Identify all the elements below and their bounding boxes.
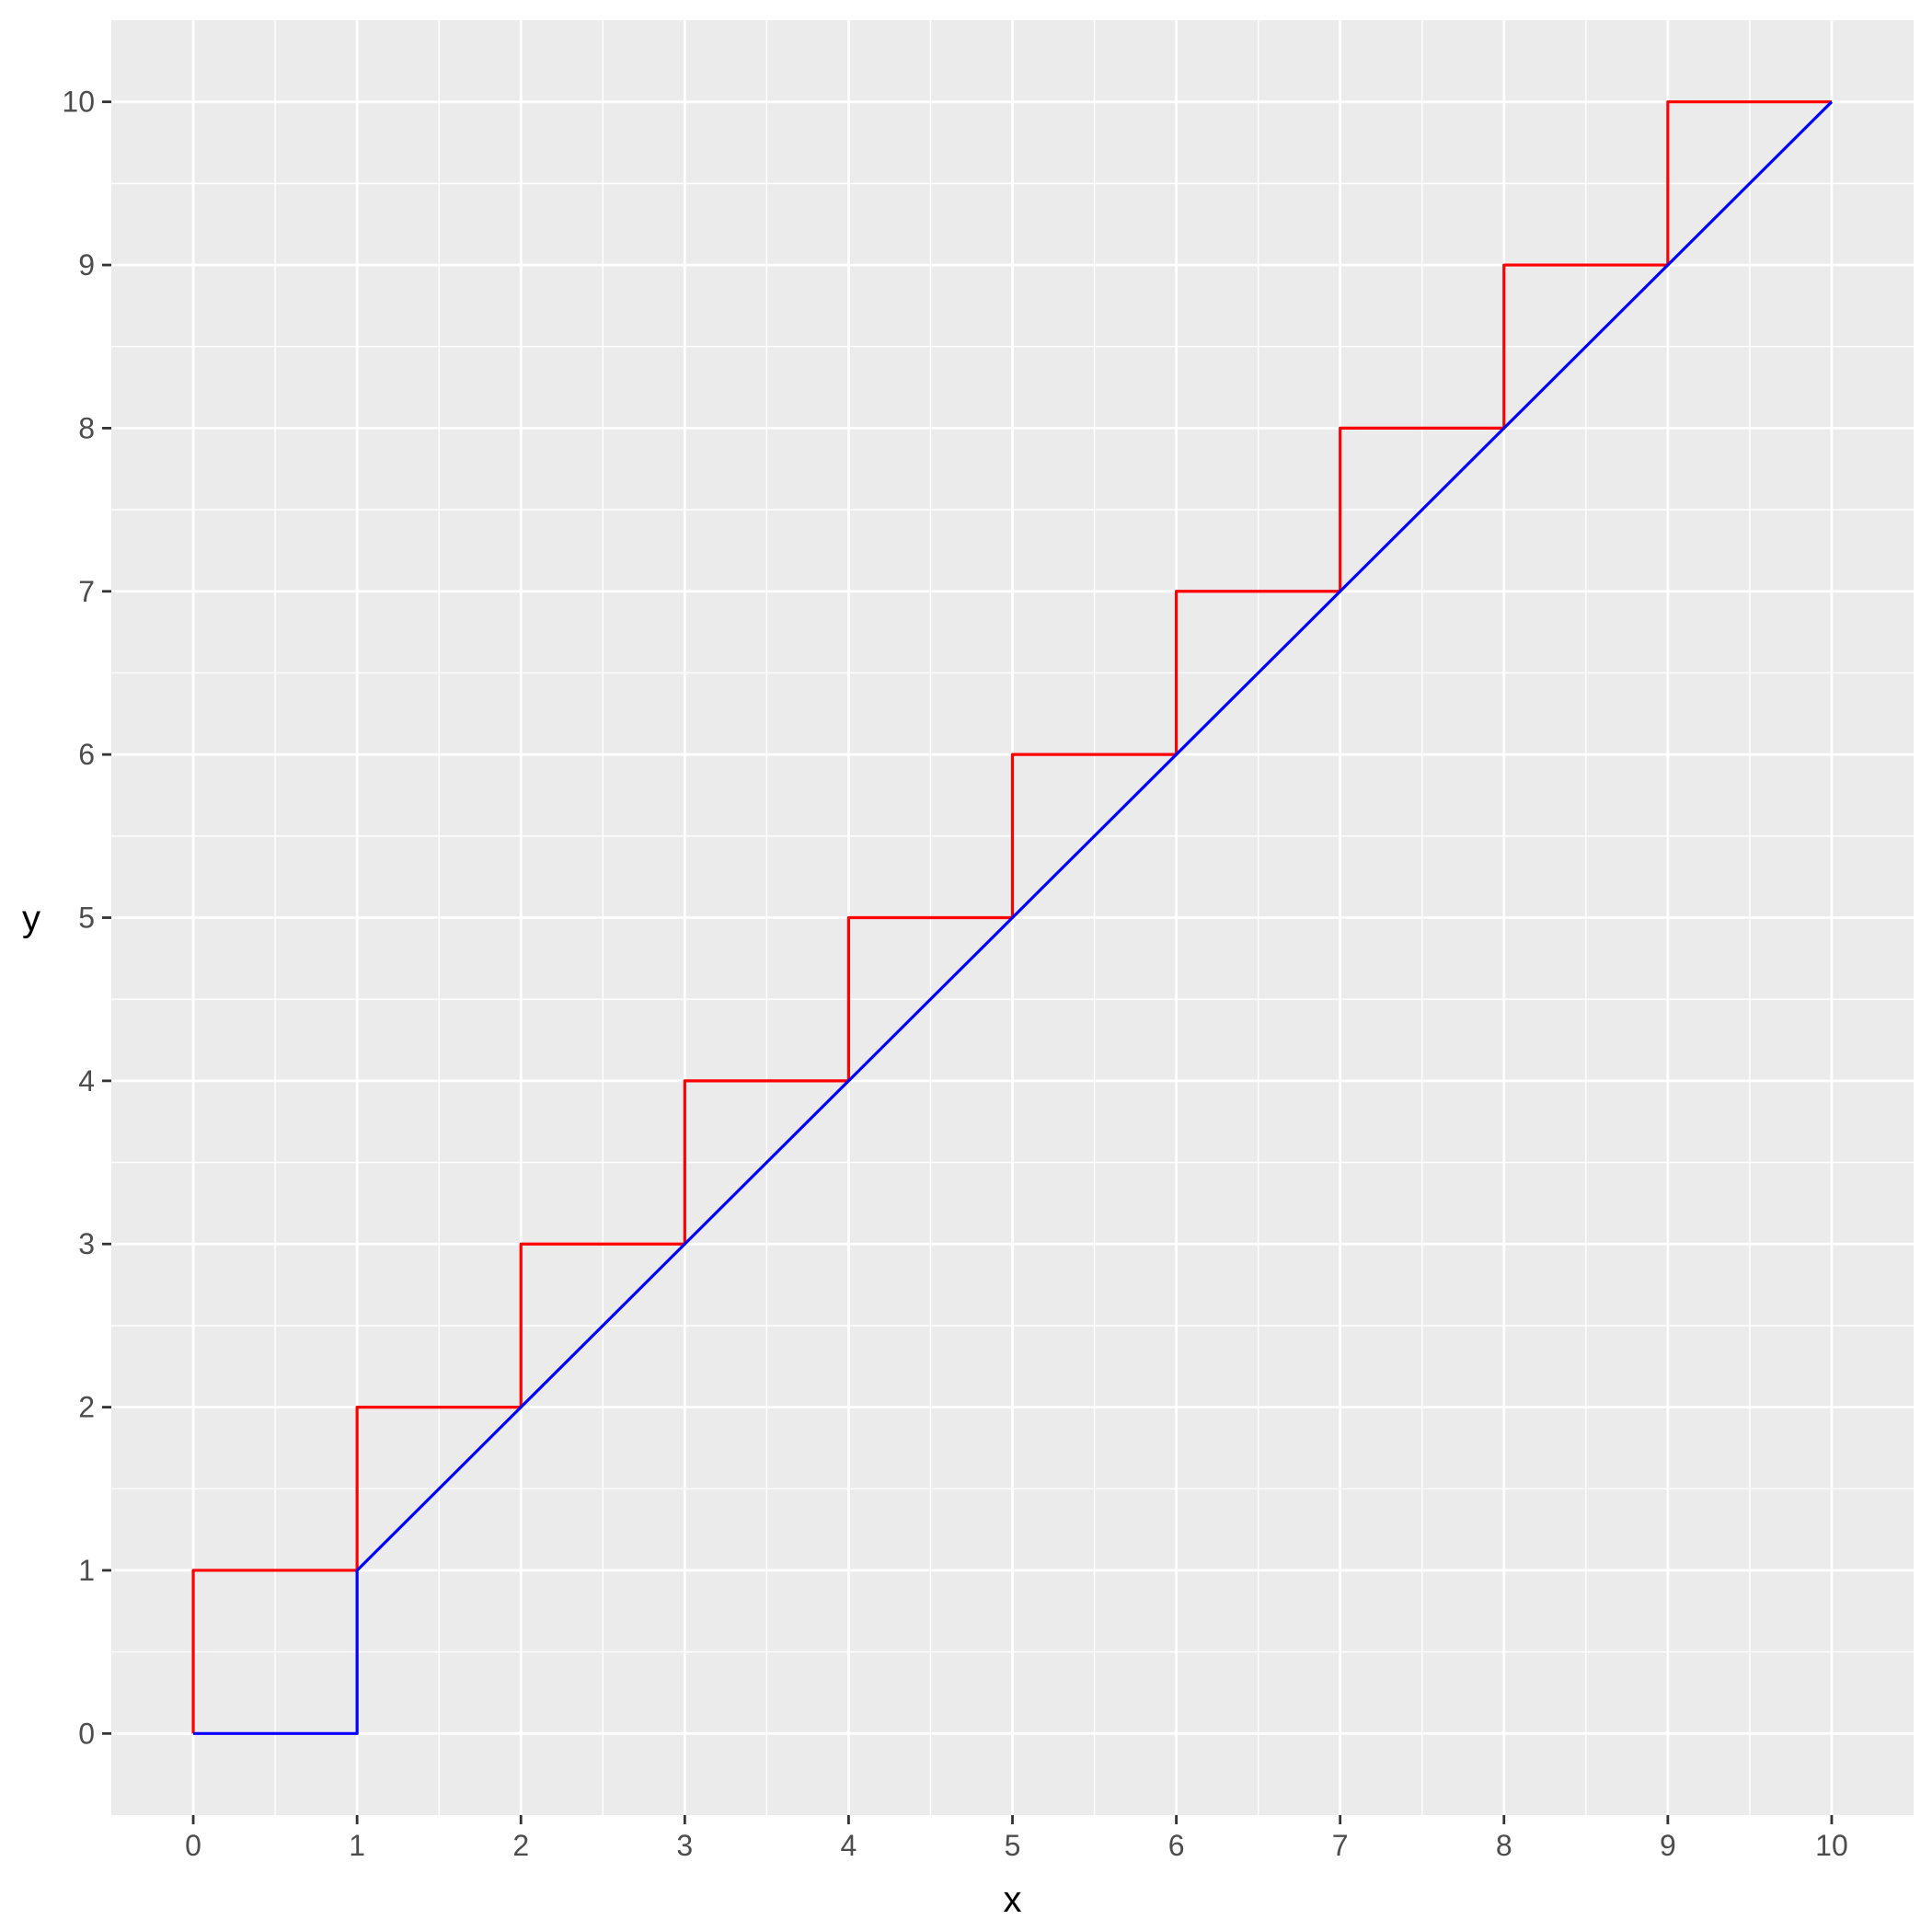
y-tick-label: 1 <box>78 1554 95 1587</box>
y-tick-label: 0 <box>78 1717 95 1750</box>
y-tick-label: 5 <box>78 902 95 935</box>
x-tick-label: 3 <box>676 1829 693 1862</box>
x-tick-label: 7 <box>1332 1829 1349 1862</box>
x-tick-label: 5 <box>1005 1829 1021 1862</box>
x-axis-title: x <box>1004 1879 1022 1920</box>
y-tick-label: 6 <box>78 738 95 771</box>
y-tick-label: 7 <box>78 575 95 608</box>
series-layer <box>191 100 1834 1735</box>
y-tick-label: 9 <box>78 248 95 282</box>
y-tick-label: 3 <box>78 1227 95 1260</box>
x-tick-label: 2 <box>512 1829 529 1862</box>
y-tick-label: 4 <box>78 1064 95 1098</box>
x-tick-label: 6 <box>1168 1829 1185 1862</box>
x-axis: 0 1 2 3 4 5 6 7 8 9 10 <box>185 1815 1848 1862</box>
y-tick-label: 10 <box>62 86 95 119</box>
x-tick-label: 4 <box>841 1829 857 1862</box>
x-tick-label: 9 <box>1660 1829 1676 1862</box>
x-tick-label: 0 <box>185 1829 201 1862</box>
y-tick-label: 2 <box>78 1391 95 1424</box>
y-tick-label: 8 <box>78 411 95 444</box>
x-tick-label: 8 <box>1496 1829 1512 1862</box>
x-tick-label: 10 <box>1815 1829 1848 1862</box>
x-tick-label: 1 <box>349 1829 365 1862</box>
y-axis-title: y <box>22 899 40 939</box>
y-axis: 0 1 2 3 4 5 6 7 8 9 10 <box>62 86 111 1750</box>
series-line-2 <box>193 100 1834 1735</box>
